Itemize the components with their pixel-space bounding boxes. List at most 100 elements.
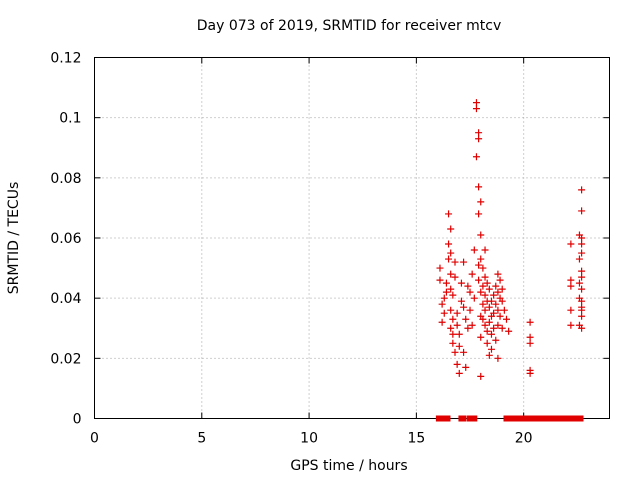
data-point	[578, 267, 586, 275]
y-tick-label: 0.08	[50, 171, 81, 187]
data-point	[492, 282, 500, 290]
data-point	[453, 321, 461, 329]
data-point	[447, 270, 455, 278]
x-tick-labels: 0 5 10 15 20	[90, 431, 533, 447]
data-point	[578, 297, 586, 305]
data-point	[496, 276, 504, 284]
data-point	[440, 294, 448, 302]
data-point	[468, 270, 476, 278]
x-tick-label: 0	[90, 431, 99, 447]
data-point	[472, 153, 480, 161]
data-point	[575, 255, 583, 263]
data-point	[578, 285, 586, 293]
x-tick-label: 20	[515, 431, 533, 447]
data-point	[498, 285, 506, 293]
data-point	[578, 207, 586, 215]
data-point	[468, 321, 476, 329]
data-point	[449, 330, 457, 338]
data-point	[464, 282, 472, 290]
x-axis-label: GPS time / hours	[290, 458, 407, 474]
data-point	[472, 105, 480, 113]
data-point	[462, 363, 470, 371]
data-point	[578, 273, 586, 281]
data-point	[526, 369, 534, 377]
data-point	[498, 324, 506, 332]
data-point	[460, 303, 468, 311]
data-point	[449, 339, 457, 347]
data-point	[483, 339, 491, 347]
data-point	[462, 315, 470, 323]
data-point	[477, 255, 485, 263]
data-point	[578, 312, 586, 320]
data-point	[487, 330, 495, 338]
data-point	[477, 288, 485, 296]
data-point	[475, 210, 483, 218]
data-point	[464, 324, 472, 332]
y-tick-label: 0.12	[50, 51, 81, 67]
data-point	[578, 186, 586, 194]
data-point	[455, 330, 463, 338]
data-point	[470, 246, 478, 254]
data-point	[475, 129, 483, 137]
data-point	[526, 333, 534, 341]
data-point	[485, 285, 493, 293]
data-point	[475, 183, 483, 191]
data-point	[487, 297, 495, 305]
x-tick-label: 10	[300, 431, 318, 447]
data-point	[503, 315, 510, 323]
data-point	[453, 309, 461, 317]
data-point	[494, 270, 502, 278]
data-point	[475, 261, 483, 269]
y-tick-label: 0.06	[50, 231, 81, 247]
data-point	[477, 231, 485, 239]
zero-value-marker-band	[435, 415, 451, 422]
data-point	[578, 249, 586, 257]
data-point	[460, 258, 468, 266]
data-point	[445, 240, 453, 248]
data-point	[567, 240, 575, 248]
plot-frame	[94, 57, 610, 419]
data-point	[472, 99, 480, 107]
data-point	[494, 306, 502, 314]
x-tick-label: 15	[407, 431, 425, 447]
data-point	[479, 264, 487, 272]
data-point	[447, 285, 455, 293]
data-point	[485, 318, 493, 326]
data-point	[487, 345, 495, 353]
data-point	[466, 306, 474, 314]
data-point	[436, 276, 444, 284]
data-point	[477, 333, 485, 341]
data-point	[470, 294, 478, 302]
data-point	[490, 324, 498, 332]
data-point	[453, 360, 461, 368]
y-tick-label: 0.04	[50, 291, 81, 307]
data-point	[567, 282, 575, 290]
data-point	[496, 312, 504, 320]
axis-ticks	[94, 57, 610, 419]
data-point	[483, 327, 491, 335]
data-point	[457, 279, 465, 287]
data-point	[451, 348, 459, 356]
zero-value-marker-band	[467, 415, 478, 422]
data-point	[500, 306, 508, 314]
data-point	[498, 297, 506, 305]
data-point	[494, 288, 502, 296]
data-point	[505, 327, 513, 335]
data-point	[436, 264, 444, 272]
data-point	[492, 336, 500, 344]
data-point	[481, 273, 489, 281]
data-point	[477, 372, 485, 380]
y-tick-label: 0.02	[50, 351, 81, 367]
x-tick-label: 5	[197, 431, 206, 447]
data-point	[479, 282, 487, 290]
data-point	[447, 225, 455, 233]
data-point	[445, 210, 453, 218]
data-point	[567, 306, 575, 314]
data-point	[578, 324, 586, 332]
chart-title: Day 073 of 2019, SRMTID for receiver mtc…	[197, 18, 502, 34]
data-point	[447, 249, 455, 257]
data-point	[455, 369, 463, 377]
data-point	[567, 276, 575, 284]
data-point	[492, 300, 500, 308]
data-point	[483, 279, 491, 287]
